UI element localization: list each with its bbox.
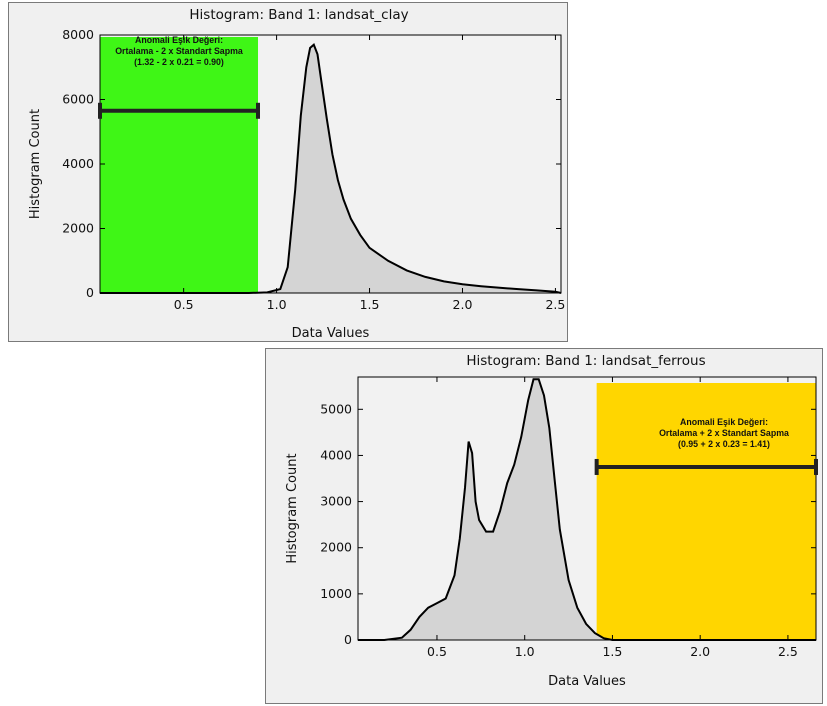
x-tick-label: 1.0 [267, 297, 287, 312]
threshold-annotation-line: (1.32 - 2 x 0.21 = 0.90) [134, 57, 224, 67]
histogram-ferrous-panel: Histogram: Band 1: landsat_ferrous Anomal… [265, 348, 823, 704]
threshold-annotation-line: Anomali Eşik Değeri: [680, 417, 768, 427]
histogram-area [358, 379, 816, 640]
y-tick-label: 1000 [320, 586, 352, 601]
x-tick-label: 2.0 [453, 297, 473, 312]
chart-title: Histogram: Band 1: landsat_ferrous [466, 353, 705, 369]
x-tick-label: 2.0 [690, 644, 710, 659]
x-tick-label: 0.5 [427, 644, 447, 659]
x-tick-label: 2.5 [778, 644, 798, 659]
plot-frame [357, 376, 817, 641]
histogram-area [100, 44, 561, 294]
y-tick-label: 8000 [62, 27, 94, 42]
x-tick-label: 1.5 [360, 297, 380, 312]
chart-title: Histogram: Band 1: landsat_clay [189, 7, 408, 23]
y-tick-label: 0 [86, 285, 94, 300]
x-tick-label: 0.5 [174, 297, 194, 312]
y-tick-label: 3000 [320, 494, 352, 509]
threshold-highlight-region [596, 383, 816, 640]
histogram-clay-chart: Histogram: Band 1: landsat_clay Anomali E… [28, 7, 565, 341]
x-tick-label: 1.5 [602, 644, 622, 659]
threshold-annotation-line: Ortalama + 2 x Standart Sapma [659, 428, 789, 438]
y-tick-label: 6000 [62, 92, 94, 107]
y-tick-label: 2000 [62, 221, 94, 236]
y-tick-label: 4000 [320, 447, 352, 462]
x-tick-label: 2.5 [545, 297, 565, 312]
threshold-annotation-line: Anomali Eşik Değeri: [135, 35, 223, 45]
x-axis-label: Data Values [292, 326, 370, 341]
y-tick-label: 0 [344, 632, 352, 647]
threshold-annotation-line: Ortalama - 2 x Standart Sapma [115, 46, 243, 56]
histogram-line [100, 43, 562, 294]
y-tick-label: 5000 [320, 401, 352, 416]
y-axis-label: Histogram Count [28, 109, 43, 219]
threshold-highlight-region [100, 37, 259, 293]
threshold-annotation-line: (0.95 + 2 x 0.23 = 1.41) [678, 439, 770, 449]
histogram-clay-panel: Histogram: Band 1: landsat_clay Anomali E… [8, 2, 568, 342]
y-axis-label: Histogram Count [285, 453, 300, 563]
x-tick-label: 1.0 [515, 644, 535, 659]
y-tick-label: 2000 [320, 540, 352, 555]
histogram-line [358, 378, 816, 641]
histogram-ferrous-chart: Histogram: Band 1: landsat_ferrous Anomal… [285, 353, 818, 689]
y-tick-label: 4000 [62, 156, 94, 171]
x-axis-label: Data Values [548, 674, 626, 689]
